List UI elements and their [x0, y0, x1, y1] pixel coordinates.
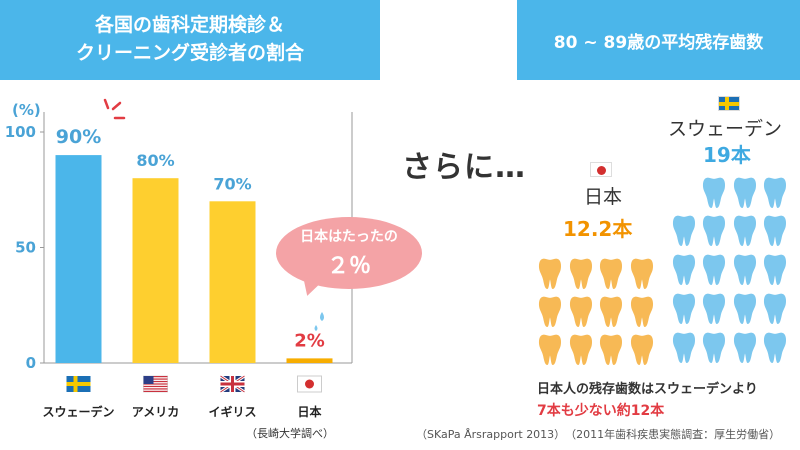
sweden-teeth-count: 19本: [703, 143, 751, 167]
uk-flag-icon: [219, 374, 246, 394]
tooth-icon-sweden: [672, 253, 696, 286]
tooth-icon-sweden: [733, 214, 757, 247]
bar-1: [132, 178, 179, 363]
teeth-title: 80 ~ 89歳の平均残存歯数: [553, 32, 764, 53]
chart-title-banner: 各国の歯科定期検診＆ クリーニング受診者の割合: [0, 0, 380, 80]
tooth-icon-sweden: [672, 331, 696, 364]
japan-flag-icon: [297, 375, 322, 393]
bar-value-label: 2%: [294, 330, 325, 351]
chart-title-line2: クリーニング受診者の割合: [75, 42, 304, 64]
category-label: アメリカ: [132, 405, 179, 419]
bubble-line2: ２％: [326, 254, 371, 279]
tooth-icon-japan: [538, 257, 562, 290]
tooth-icon-sweden: [702, 331, 726, 364]
tooth-icon-japan: [630, 295, 654, 328]
chart-flags: [66, 374, 322, 394]
summary-line2: 7本も少ない約12本: [537, 403, 665, 419]
summary-line1: 日本人の残存歯数はスウェーデンより: [537, 382, 758, 397]
bar-value-label: 80%: [136, 151, 174, 170]
chart-bars: [55, 155, 333, 363]
y-tick-label: 0: [26, 354, 36, 372]
sweden-flag-icon: [66, 376, 91, 392]
tooth-icon-japan: [599, 257, 623, 290]
bubble-line1: 日本はたったの: [300, 229, 398, 245]
tooth-icon-japan: [569, 333, 593, 366]
tooth-icon-japan: [630, 333, 654, 366]
japan-name: 日本: [584, 186, 623, 208]
tooth-icon-sweden: [702, 253, 726, 286]
sarani-text: さらに…: [402, 150, 526, 185]
tooth-icon-sweden: [702, 214, 726, 247]
teeth-source: （SKaPa Årsrapport 2013） （2011年歯科疾患実態調査：厚…: [416, 428, 781, 441]
category-label: 日本: [297, 404, 321, 419]
japan-teeth-count: 12.2本: [563, 217, 633, 241]
tooth-icon-sweden: [733, 176, 757, 209]
tooth-icon-sweden: [763, 214, 787, 247]
tooth-icon-sweden: [733, 331, 757, 364]
tooth-icon-sweden: [672, 214, 696, 247]
teeth-title-banner: 80 ~ 89歳の平均残存歯数: [517, 0, 800, 80]
usa-flag-icon: [143, 375, 168, 393]
category-label: イギリス: [208, 404, 256, 419]
tooth-icon-sweden: [672, 292, 696, 325]
tooth-icon-sweden: [763, 176, 787, 209]
tooth-icon-sweden: [763, 253, 787, 286]
tooth-icon-sweden: [763, 292, 787, 325]
tooth-icon-sweden: [763, 331, 787, 364]
chart-labels: 90% スウェーデン 80% アメリカ 70% イギリス 2% 日本: [42, 98, 325, 419]
tooth-icon-sweden: [702, 292, 726, 325]
y-tick-label: 100: [5, 123, 36, 141]
y-axis-unit: (%): [12, 101, 41, 119]
tooth-icon-japan: [538, 333, 562, 366]
bar-value-label: 90%: [56, 126, 101, 148]
tooth-icon-sweden: [702, 176, 726, 209]
bar-value-label: 70%: [213, 174, 251, 193]
tooth-icon-japan: [569, 257, 593, 290]
sweat-drop-icon: [314, 312, 324, 331]
tooth-icon-japan: [569, 295, 593, 328]
japan-flag-icon: [590, 162, 612, 177]
emphasis-marks: [103, 98, 126, 120]
bar-chart: (%) 0 50 100 90% スウェーデン 80% アメリカ 70% イギリス 2% 日本: [5, 98, 353, 419]
chart-source: （長崎大学調べ）: [246, 427, 334, 440]
sweden-name: スウェーデン: [668, 118, 783, 140]
category-label: スウェーデン: [42, 404, 114, 419]
tooth-icon-sweden: [733, 253, 757, 286]
y-tick-label: 50: [15, 239, 36, 257]
tooth-icon-japan: [599, 295, 623, 328]
tooth-icon-japan: [599, 333, 623, 366]
bar-2: [209, 201, 256, 363]
bar-3: [286, 358, 333, 363]
tooth-icon-japan: [630, 257, 654, 290]
speech-bubble: 日本はたったの ２％: [276, 217, 422, 289]
sweden-flag-icon: [718, 96, 740, 111]
tooth-icon-sweden: [733, 292, 757, 325]
bar-0: [55, 155, 102, 363]
tooth-icon-japan: [538, 295, 562, 328]
chart-title-line1: 各国の歯科定期検診＆: [94, 14, 285, 37]
